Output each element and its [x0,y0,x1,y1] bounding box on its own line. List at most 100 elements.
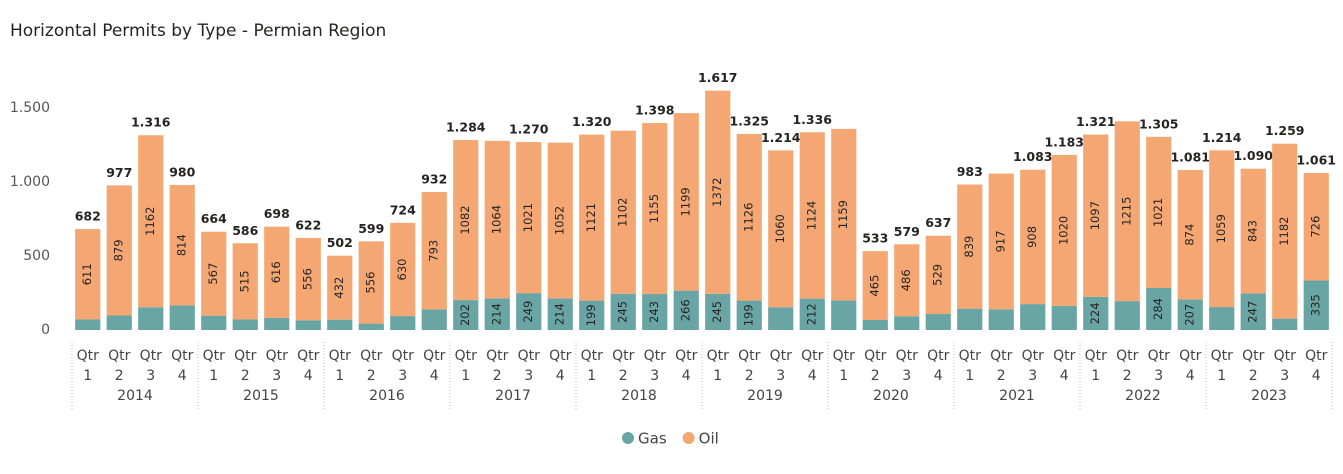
bar-segment [1051,305,1077,330]
segment-label: 1121 [584,203,598,232]
bar-segment [295,237,321,321]
bar-segment [547,298,573,330]
y-tick-label: 1.500 [10,100,50,116]
x-tick-label: Qtr 3 [518,348,541,384]
segment-label: 199 [742,304,756,326]
x-tick-label: Qtr 4 [675,348,698,384]
total-label: 1.316 [131,115,171,130]
segment-label: 1020 [1057,216,1071,245]
bar-segment [610,130,636,294]
bar-segment [768,150,794,308]
bar-segment [1303,280,1329,330]
total-label: 698 [264,206,290,221]
legend-swatch [622,432,634,444]
segment-label: 214 [490,303,504,325]
segment-label: 247 [1246,301,1260,323]
segment-label: 1097 [1088,201,1102,230]
bar-segment [106,315,132,330]
bar-segment [106,185,132,316]
x-tick-label: Qtr 1 [707,348,730,384]
segment-label: 207 [1183,304,1197,326]
bar-segment [138,307,164,330]
bar-segment [75,229,101,320]
x-tick-label: Qtr 1 [581,348,604,384]
bar-segment [138,135,164,308]
bar-segment [1020,169,1046,305]
total-label: 1.617 [698,70,738,85]
x-tick-label: Qtr 2 [864,348,887,384]
bar-segment [894,244,920,317]
bar-segment [264,317,290,330]
total-label: 1.325 [729,113,769,128]
y-tick-label: 0 [41,322,50,338]
segment-label: 1060 [773,214,787,243]
segment-label: 843 [1246,220,1260,242]
chart-title: Horizontal Permits by Type - Permian Reg… [10,21,386,41]
bar-segment [642,294,668,330]
segment-label: 1162 [143,207,157,236]
bar-segment [75,319,101,330]
x-tick-label: Qtr 2 [234,348,257,384]
total-label: 1.336 [792,112,832,127]
segment-label: 1059 [1214,214,1228,243]
segment-label: 243 [647,301,661,323]
bar-segment [421,192,447,310]
x-group-label: 2022 [1125,388,1161,404]
bar-segment [1303,172,1329,281]
bar-segment [894,316,920,330]
bar-segment [862,251,888,320]
total-label: 1.284 [446,119,486,134]
segment-label: 1124 [805,201,819,230]
segment-label: 726 [1309,216,1323,238]
x-tick-label: Qtr 1 [1085,348,1108,384]
legend-label: Gas [638,430,667,448]
bar-segment [862,319,888,330]
bar-segment [1177,299,1203,330]
segment-label: 1182 [1277,216,1291,245]
bar-segment [736,133,762,301]
x-tick-label: Qtr 3 [644,348,667,384]
x-tick-label: Qtr 1 [833,348,856,384]
segment-label: 814 [175,234,189,256]
bar-segment [799,132,825,299]
total-label: 724 [390,202,416,217]
x-tick-label: Qtr 3 [1022,348,1045,384]
bar-segment [1272,143,1298,319]
bar-segment [1177,170,1203,300]
x-group-label: 2014 [117,388,153,404]
x-group-label: 2018 [621,388,657,404]
x-tick-label: Qtr 4 [297,348,320,384]
x-tick-label: Qtr 2 [360,348,383,384]
bar-segment [358,323,384,330]
total-label: 586 [232,223,258,238]
segment-label: 917 [994,230,1008,252]
bar-segment [1020,304,1046,330]
x-tick-label: Qtr 4 [1179,348,1202,384]
bar-segment [925,235,951,315]
segment-label: 245 [616,301,630,323]
segment-label: 212 [805,303,819,325]
total-label: 1.398 [635,103,675,118]
total-label: 502 [327,235,353,250]
total-label: 1.061 [1296,152,1336,167]
segment-label: 202 [458,304,472,326]
bar-segment [705,90,731,294]
segment-label: 567 [206,263,220,285]
segment-label: 908 [1025,226,1039,248]
bar-segment [768,307,794,330]
x-tick-label: Qtr 3 [140,348,163,384]
bar-segment [232,243,258,320]
segment-label: 1372 [710,178,724,207]
x-tick-label: Qtr 1 [455,348,478,384]
bar-segment [988,173,1014,310]
segment-label: 214 [553,303,567,325]
bar-segment [579,300,605,330]
x-tick-label: Qtr 4 [549,348,572,384]
segment-label: 556 [364,272,378,294]
bar-segment [957,308,983,330]
bar-segment [358,241,384,324]
segment-label: 465 [868,275,882,297]
segment-label: 432 [332,277,346,299]
x-group-label: 2021 [999,388,1035,404]
bar-segment [484,298,510,330]
